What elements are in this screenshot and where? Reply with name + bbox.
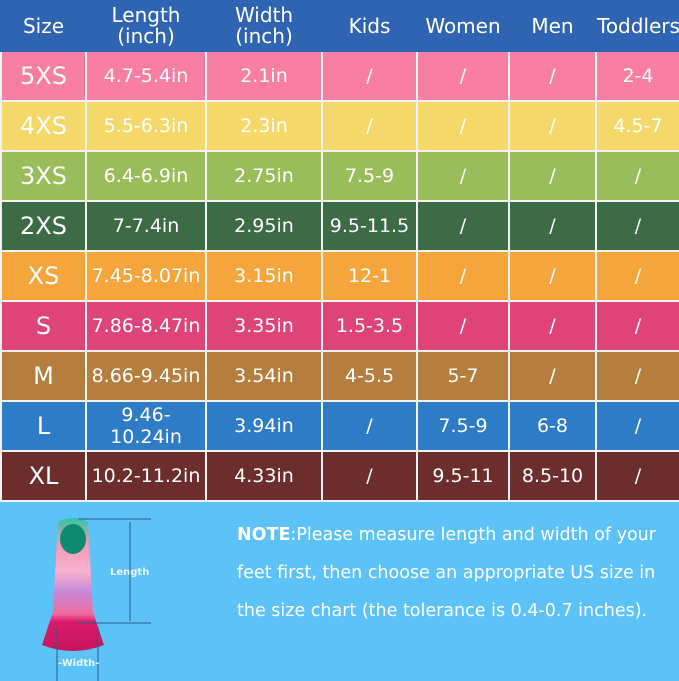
table-cell: 1.5-3.5 (321, 300, 418, 352)
table-cell: 10.2-11.2in (85, 450, 207, 502)
table-cell: 3.35in (205, 300, 323, 352)
table-cell: / (416, 300, 510, 352)
table-cell: 4.7-5.4in (85, 50, 207, 102)
table-cell: / (321, 50, 418, 102)
size-cell: 2XS (0, 200, 87, 252)
table-cell: 4-5.5 (321, 350, 418, 402)
size-cell: 3XS (0, 150, 87, 202)
table-cell: / (595, 200, 679, 252)
table-cell: / (508, 350, 597, 402)
table-cell: 2-4 (595, 50, 679, 102)
table-cell: / (508, 100, 597, 152)
table-cell: / (416, 150, 510, 202)
column-header: Length (inch) (85, 0, 207, 52)
table-cell: / (416, 50, 510, 102)
column-header: Men (508, 0, 597, 52)
table-cell: / (508, 200, 597, 252)
length-label: Length (110, 567, 150, 578)
table-cell: 8.5-10 (508, 450, 597, 502)
table-row: 4XS 5.5-6.3in 2.3in / //4.5-7 (0, 100, 679, 152)
table-cell: 2.95in (205, 200, 323, 252)
table-cell: / (508, 50, 597, 102)
size-cell: XS (0, 250, 87, 302)
table-cell: 6.4-6.9in (85, 150, 207, 202)
note-text: NOTE:Please measure length and width of … (237, 516, 677, 630)
table-cell: 3.15in (205, 250, 323, 302)
note-heading: NOTE (237, 525, 291, 545)
size-cell: L (0, 400, 87, 452)
table-cell: / (508, 300, 597, 352)
table-cell: 9.5-11 (416, 450, 510, 502)
table-cell: / (595, 250, 679, 302)
table-cell: / (508, 250, 597, 302)
size-cell: M (0, 350, 87, 402)
column-header: Size (0, 0, 87, 52)
table-cell: 9.46-10.24in (85, 400, 207, 452)
table-row: 3XS 6.4-6.9in 2.75in 7.5-9// / (0, 150, 679, 202)
table-cell: 12-1 (321, 250, 418, 302)
table-cell: 7.86-8.47in (85, 300, 207, 352)
table-cell: 7.5-9 (321, 150, 418, 202)
table-row: S 7.86-8.47in 3.35in 1.5-3.5// / (0, 300, 679, 352)
swim-fin-diagram (42, 518, 151, 681)
table-row: XL 10.2-11.2in 4.33in/9.5-11 8.5-10/ (0, 450, 679, 502)
note-body: :Please measure length and width of your… (237, 525, 656, 621)
header-row: Size Length (inch) Width (inch) Kids Women Me… (0, 0, 679, 52)
width-label: -Width- (58, 658, 100, 669)
table-cell: 6-8 (508, 400, 597, 452)
column-header: Kids (321, 0, 418, 52)
table-cell: / (416, 200, 510, 252)
table-cell: 8.66-9.45in (85, 350, 207, 402)
size-cell: 5XS (0, 50, 87, 102)
table-row: XS 7.45-8.07in 3.15in 12-1// / (0, 250, 679, 302)
table-cell: 4.5-7 (595, 100, 679, 152)
table-cell: 2.1in (205, 50, 323, 102)
table-cell: / (595, 350, 679, 402)
table-cell: 9.5-11.5 (321, 200, 418, 252)
measurement-section: Length -Width- NOTE:Please measure lengt… (0, 502, 679, 681)
table-cell: 3.94in (205, 400, 323, 452)
column-header: Toddlers (595, 0, 679, 52)
table-cell: / (416, 100, 510, 152)
table-cell: 3.54in (205, 350, 323, 402)
table-cell: / (508, 150, 597, 202)
table-cell: / (321, 450, 418, 502)
table-cell: 7-7.4in (85, 200, 207, 252)
table-row: M 8.66-9.45in 3.54in 4-5.5 5-7// (0, 350, 679, 402)
size-cell: XL (0, 450, 87, 502)
table-cell: 7.5-9 (416, 400, 510, 452)
table-cell: 5-7 (416, 350, 510, 402)
table-cell: / (595, 400, 679, 452)
table-cell: 4.33in (205, 450, 323, 502)
table-row: L 9.46-10.24in 3.94in/7.5-9 6-8/ (0, 400, 679, 452)
column-header: Women (416, 0, 510, 52)
table-cell: / (321, 400, 418, 452)
table-cell: 7.45-8.07in (85, 250, 207, 302)
table-cell: / (321, 100, 418, 152)
column-header: Width (inch) (205, 0, 323, 52)
table-cell: / (595, 450, 679, 502)
size-cell: S (0, 300, 87, 352)
table-cell: / (595, 150, 679, 202)
table-row: 5XS 4.7-5.4in 2.1in / //2-4 (0, 50, 679, 102)
size-cell: 4XS (0, 100, 87, 152)
table-row: 2XS 7-7.4in 2.95in 9.5-11.5// / (0, 200, 679, 252)
table-cell: 2.3in (205, 100, 323, 152)
size-chart-table: Size Length (inch) Width (inch) Kids Women Me… (0, 0, 679, 502)
table-cell: 5.5-6.3in (85, 100, 207, 152)
table-cell: / (416, 250, 510, 302)
table-cell: 2.75in (205, 150, 323, 202)
table-cell: / (595, 300, 679, 352)
